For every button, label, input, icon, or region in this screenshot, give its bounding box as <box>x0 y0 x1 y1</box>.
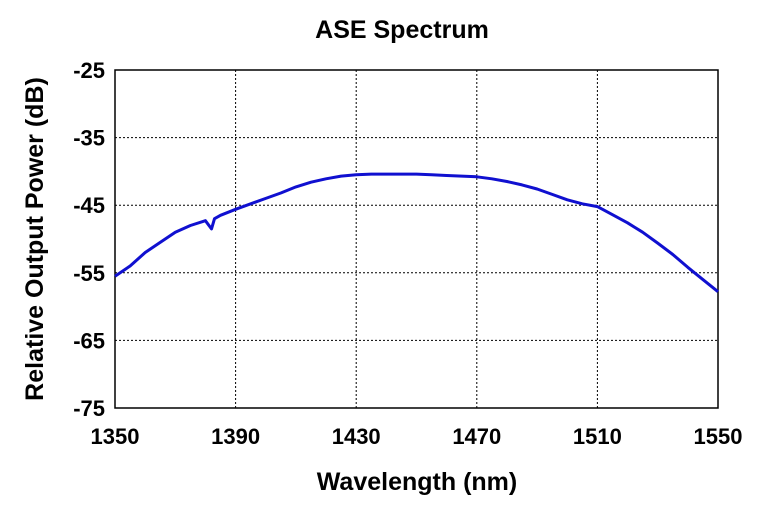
x-axis-label: Wavelength (nm) <box>317 468 517 496</box>
x-tick-label: 1430 <box>332 424 381 449</box>
chart-title: ASE Spectrum <box>315 16 489 44</box>
x-tick-label: 1470 <box>452 424 501 449</box>
y-axis-label: Relative Output Power (dB) <box>21 77 49 401</box>
x-tick-label: 1390 <box>211 424 260 449</box>
x-tick-label: 1550 <box>694 424 743 449</box>
y-tick-label: -35 <box>73 126 105 151</box>
y-tick-label: -45 <box>73 193 105 218</box>
y-tick-label: -25 <box>73 58 105 83</box>
y-tick-label: -75 <box>73 396 105 421</box>
x-tick-labels: 1350 1390 1430 1470 1510 1550 <box>91 424 743 449</box>
y-tick-label: -65 <box>73 328 105 353</box>
plot-frame <box>114 69 719 409</box>
y-tick-label: -55 <box>73 261 105 286</box>
x-tick-label: 1510 <box>573 424 622 449</box>
series-line-ase <box>114 172 719 293</box>
x-tick-label: 1350 <box>91 424 140 449</box>
grid-lines <box>115 70 718 408</box>
y-tick-labels: -25 -35 -45 -55 -65 -75 <box>73 58 105 421</box>
